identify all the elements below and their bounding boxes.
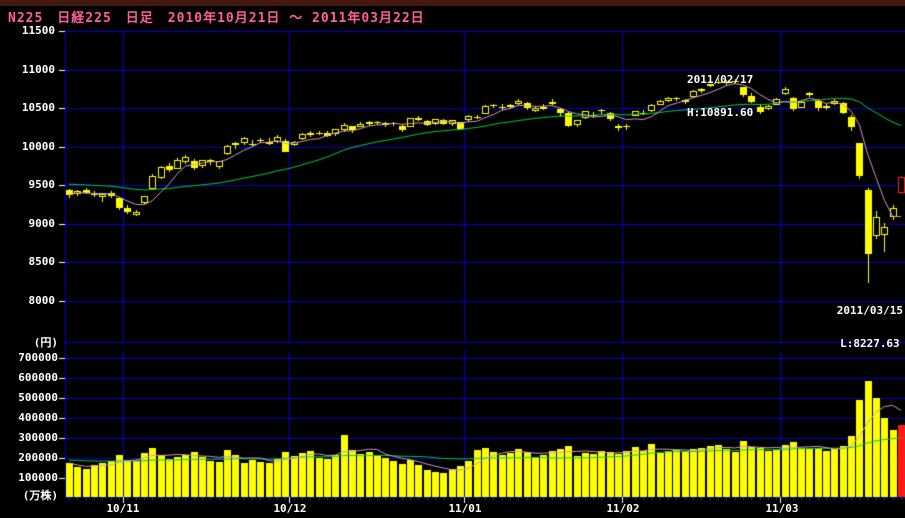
price-unit-label: (円): [33, 336, 58, 349]
low-annotation: 2011/03/15 L:8227.63: [837, 283, 903, 371]
volume-axis-label: 200000: [18, 451, 58, 464]
price-axis-label: 11500: [21, 24, 55, 37]
volume-axis-label: 400000: [18, 411, 58, 424]
volume-axis-label: 500000: [18, 391, 58, 404]
price-axis-label: 9000: [28, 217, 56, 230]
volume-axis-label: 100000: [18, 471, 58, 484]
price-axis-label: 9500: [28, 178, 56, 191]
high-annotation-value: H:10891.60: [687, 106, 754, 119]
volume-axis-label: 700000: [18, 351, 58, 364]
price-axis-label: 10500: [21, 101, 55, 114]
price-axis-label: 10000: [21, 140, 55, 153]
volume-axis-label: 300000: [18, 431, 58, 444]
month-label: 11/02: [606, 502, 640, 515]
price-axis-label: 11000: [21, 63, 55, 76]
high-annotation-date: 2011/02/17: [687, 73, 754, 86]
chart-title: N225 日経225 日足 2010年10月21日 ～ 2011年03月22日: [8, 11, 425, 26]
month-label: 10/12: [273, 502, 307, 515]
low-annotation-date: 2011/03/15: [836, 304, 903, 317]
price-axis-label: 8500: [28, 255, 56, 268]
low-annotation-value: L:8227.63: [840, 337, 900, 350]
month-label: 11/01: [448, 502, 482, 515]
high-annotation: 2011/02/17 H:10891.60: [687, 52, 753, 140]
titlebar-strip: [0, 0, 905, 6]
volume-axis-label: 600000: [18, 371, 58, 384]
price-axis-label: 8000: [28, 294, 56, 307]
month-label: 10/11: [106, 502, 140, 515]
volume-unit-label: (万株): [22, 489, 58, 502]
month-label: 11/03: [765, 502, 799, 515]
